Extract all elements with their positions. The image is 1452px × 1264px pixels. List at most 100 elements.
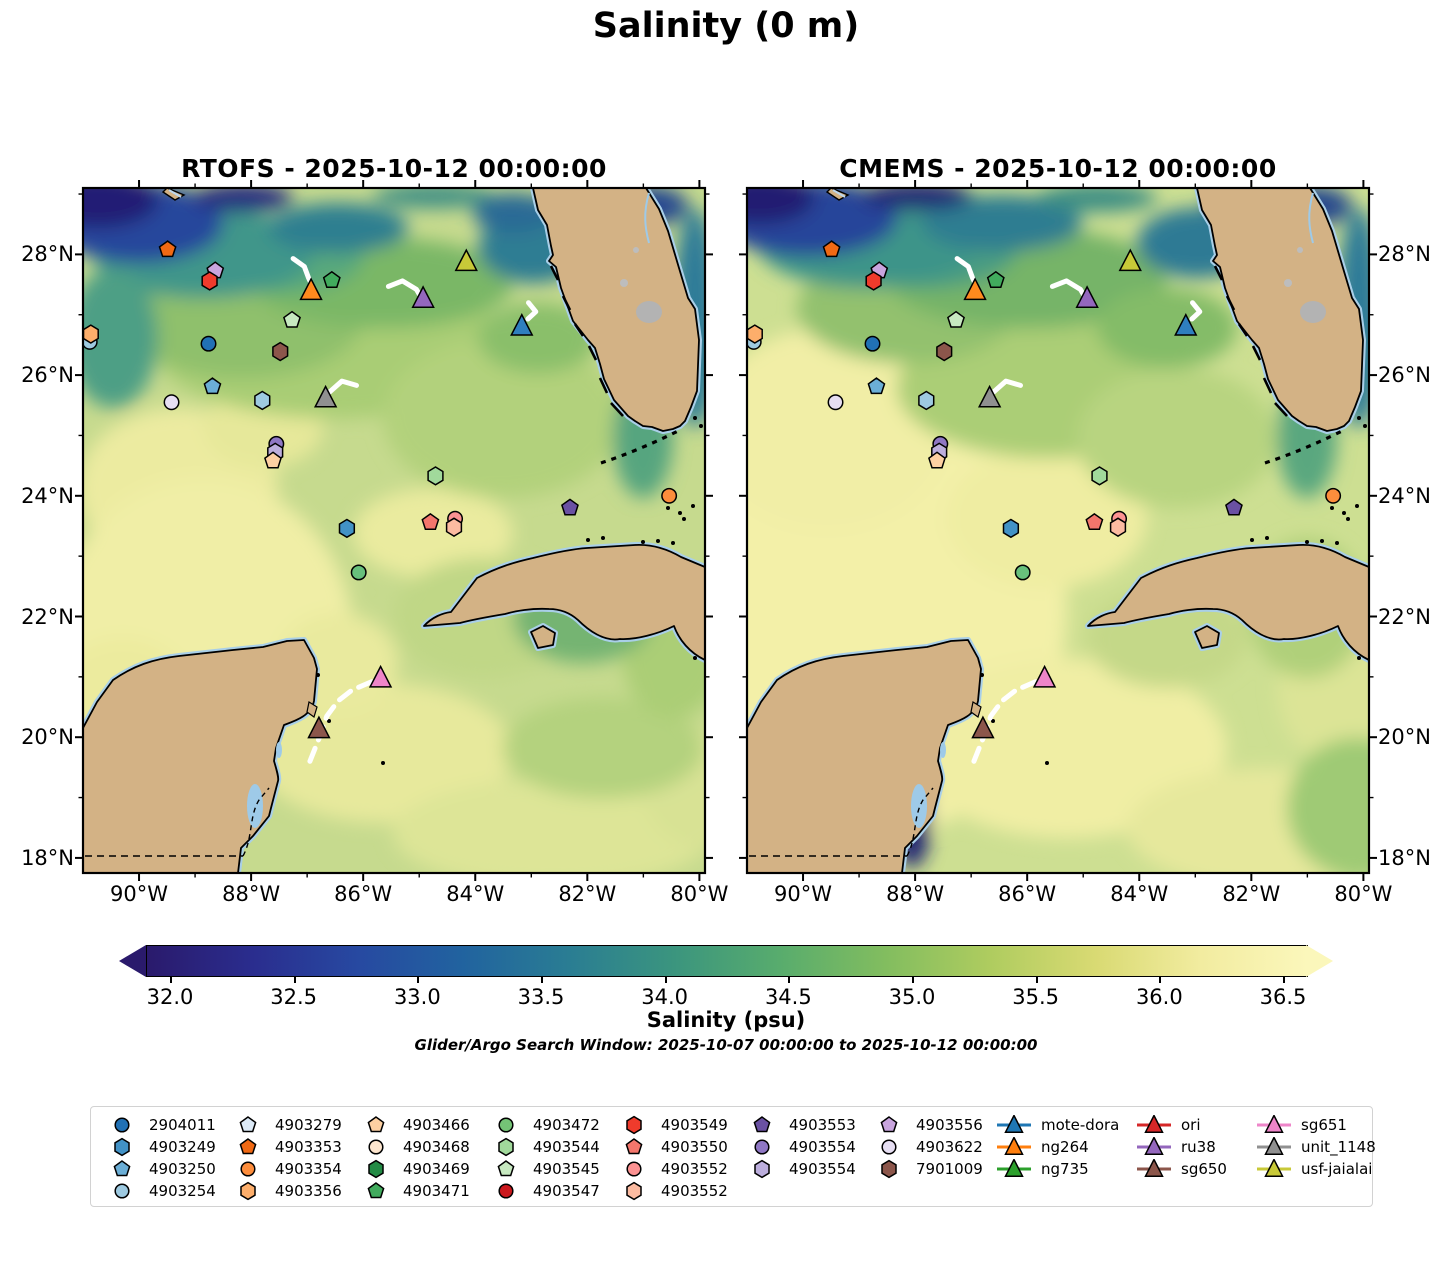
float-marker (498, 1117, 514, 1133)
legend-label: 4903550 (661, 1138, 728, 1156)
hexagon-icon (626, 1181, 642, 1201)
legend-item-4903254: 4903254 (104, 1180, 216, 1202)
marker-unit_1148 (313, 384, 338, 408)
glider-marker (1144, 1159, 1164, 1177)
marker-4903552 (1109, 517, 1127, 537)
marker-4903250 (203, 377, 222, 395)
legend-label: 2904011 (149, 1116, 216, 1134)
marker-4903622 (163, 394, 180, 411)
st-johns-river (1308, 192, 1314, 244)
pentagon-icon (239, 1138, 257, 1155)
legend-label: 4903469 (403, 1160, 470, 1178)
legend-label: sg650 (1181, 1160, 1227, 1178)
marker-4903354 (661, 487, 678, 504)
legend-item-4903356: 4903356 (230, 1180, 342, 1202)
legend-item-7901009: 7901009 (871, 1158, 983, 1180)
marker-4903550 (1085, 512, 1104, 530)
marker-usf-jaialai (1118, 248, 1142, 272)
glider-icon (1257, 1137, 1291, 1155)
marker-4903622 (827, 394, 844, 411)
marker-4903353 (822, 240, 841, 258)
cuba-land (1087, 544, 1369, 661)
marker-4903249 (1002, 518, 1020, 539)
colorbar-tick-label: 32.0 (146, 985, 194, 1009)
float-marker (754, 1139, 770, 1155)
float-marker (113, 1160, 131, 1177)
marker-4903550 (421, 512, 440, 530)
pentagon-icon (753, 1116, 771, 1133)
glider-marker (1144, 1137, 1164, 1155)
marker-4903544 (1091, 466, 1108, 486)
lake-okeechobee (1300, 301, 1326, 323)
marker-sg651 (1032, 664, 1057, 688)
florida-land (1196, 188, 1364, 432)
lon-tick-label: 82°W (1222, 882, 1281, 906)
lat-tick-label-right: 26°N (1378, 363, 1431, 388)
marker-ng264 (963, 277, 987, 301)
circle-icon (114, 1183, 130, 1199)
isla-juventud-land (1194, 625, 1220, 649)
glider-marker (1004, 1137, 1024, 1155)
marker-4903552 (445, 517, 463, 537)
lat-tick-label-left: 26°N (21, 363, 74, 388)
hexagon-icon (114, 1137, 130, 1157)
colorbar-tick-label: 34.0 (641, 985, 689, 1009)
legend-item-mote-dora: mote-dora (996, 1114, 1119, 1136)
hexagon-icon (240, 1181, 256, 1201)
marker-ru38 (1075, 285, 1099, 308)
legend-item-4903472: 4903472 (488, 1114, 600, 1136)
mexico-belize-border (906, 787, 934, 857)
float-marker (367, 1182, 385, 1199)
circle-icon (368, 1139, 384, 1155)
marker-2904011 (864, 335, 881, 352)
marker-mote-dora (1174, 313, 1198, 336)
float-marker (625, 1138, 643, 1155)
legend-label: 4903471 (403, 1182, 470, 1200)
legend-label: 4903356 (275, 1182, 342, 1200)
marker-mote-dora (510, 313, 534, 336)
legend-label: 4903468 (403, 1138, 470, 1156)
legend-item-sg650: sg650 (1136, 1158, 1227, 1180)
marker-7901009 (272, 341, 289, 362)
float-marker (239, 1138, 257, 1155)
legend-item-ori: ori (1136, 1114, 1201, 1136)
marker-4903249 (338, 518, 356, 539)
glider-marker (1144, 1115, 1164, 1133)
hexagon-icon (498, 1137, 514, 1157)
circle-icon (240, 1161, 256, 1177)
hexagon-icon (626, 1115, 642, 1135)
legend-label: 4903545 (533, 1160, 600, 1178)
pentagon-icon (239, 1116, 257, 1133)
colorbar-tick (293, 976, 296, 983)
marker-unit_1148 (977, 384, 1002, 408)
glider-icon (997, 1159, 1031, 1177)
marker-4903353 (158, 240, 177, 258)
marker-4903250 (867, 377, 886, 395)
legend-item-ng264: ng264 (996, 1136, 1089, 1158)
colorbar-tick (1035, 976, 1038, 983)
legend-item-4903249: 4903249 (104, 1136, 216, 1158)
circle-icon (754, 1139, 770, 1155)
legend-label: usf-jaialai (1301, 1160, 1373, 1178)
marker-4903472 (1014, 564, 1031, 581)
legend-item-2904011: 2904011 (104, 1114, 216, 1136)
legend-item-4903466: 4903466 (358, 1114, 470, 1136)
search-window-subtitle: Glider/Argo Search Window: 2025-10-07 00… (414, 1036, 1038, 1054)
lon-tick-label: 90°W (774, 882, 833, 906)
float-marker (239, 1116, 257, 1133)
legend-label: ori (1181, 1116, 1201, 1134)
legend-label: ng735 (1041, 1160, 1089, 1178)
legend (90, 1106, 1373, 1207)
pentagon-icon (880, 1116, 898, 1133)
legend-label: 4903472 (533, 1116, 600, 1134)
marker-4903549 (865, 271, 882, 291)
float-marker (754, 1159, 770, 1179)
legend-item-4903469: 4903469 (358, 1158, 470, 1180)
float-marker (880, 1116, 898, 1133)
lat-tick-label-left: 22°N (21, 604, 74, 629)
legend-item-4903554: 4903554 (744, 1158, 856, 1180)
lon-tick-label: 84°W (446, 882, 505, 906)
marker-4903466 (928, 451, 946, 469)
float-marker (368, 1159, 384, 1179)
colorbar-left-arrow (119, 945, 146, 977)
